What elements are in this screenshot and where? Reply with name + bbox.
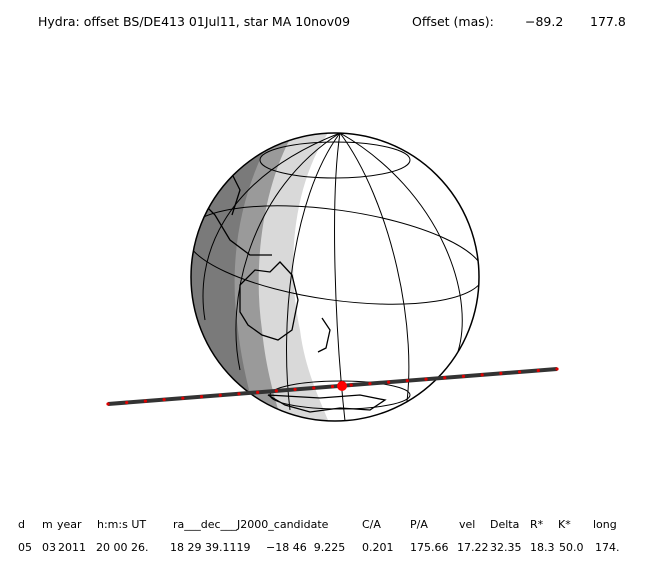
results-table: d m year h:m:s UT ra___dec___J2000_candi… — [18, 518, 620, 554]
shadow-track — [106, 367, 559, 406]
column-header: ra___dec___J2000_candidate — [173, 518, 329, 531]
track-dot — [125, 400, 129, 405]
offset-value: 177.8 — [590, 14, 626, 29]
track-dot — [312, 386, 316, 390]
column-header: h:m:s UT — [97, 518, 146, 531]
column-header: d — [18, 518, 25, 531]
offset-value: −89.2 — [525, 14, 563, 29]
track-dot — [387, 380, 391, 384]
track-dot — [256, 390, 260, 394]
track-dot — [293, 387, 297, 392]
cell: 174. — [595, 541, 620, 554]
track-dot — [461, 374, 466, 378]
track-dot — [143, 399, 148, 403]
cell: 03 — [42, 541, 56, 554]
cell: 18 29 39.1119 — [170, 541, 250, 554]
track-dot — [199, 395, 204, 399]
header: Hydra: offset BS/DE413 01Jul11, star MA … — [38, 14, 626, 29]
track-dot — [555, 367, 559, 371]
column-header: year — [57, 518, 82, 531]
cell: 17.22 — [457, 541, 489, 554]
track-dot — [517, 370, 522, 374]
cell: 32.35 — [490, 541, 522, 554]
track-dot — [162, 398, 166, 402]
track-dot — [218, 393, 222, 397]
track-dot — [536, 368, 540, 373]
cell: 50.0 — [559, 541, 584, 554]
cell: 0.201 — [362, 541, 394, 554]
cell: 2011 — [58, 541, 86, 554]
track-dot — [499, 371, 503, 375]
cell: 05 — [18, 541, 32, 554]
cell: −18 46 9.225 — [266, 541, 345, 554]
track-dot — [424, 377, 428, 381]
column-header: C/A — [362, 518, 381, 531]
track-dot — [443, 376, 447, 380]
track-dot — [330, 384, 335, 389]
column-header: vel — [459, 518, 475, 531]
track-dot — [368, 381, 372, 386]
title: Hydra: offset BS/DE413 01Jul11, star MA … — [38, 14, 350, 29]
cell: 20 00 26. — [96, 541, 148, 554]
globe-outline — [190, 132, 480, 422]
cell: 18.3 — [530, 541, 555, 554]
column-header: R* — [530, 518, 544, 531]
star-position — [337, 381, 347, 391]
track-dot — [106, 402, 110, 406]
column-header: K* — [558, 518, 571, 531]
column-header: m — [42, 518, 53, 531]
track-dot — [349, 383, 353, 387]
track-dot — [237, 392, 241, 396]
track-dot — [405, 379, 409, 383]
cell: 175.66 — [410, 541, 449, 554]
track-dot — [274, 389, 278, 393]
column-header: long — [593, 518, 617, 531]
offset-label: Offset (mas): — [412, 14, 494, 29]
track-dot — [181, 396, 185, 400]
track-dot — [480, 373, 484, 377]
column-header: Delta — [490, 518, 519, 531]
column-header: P/A — [410, 518, 428, 531]
